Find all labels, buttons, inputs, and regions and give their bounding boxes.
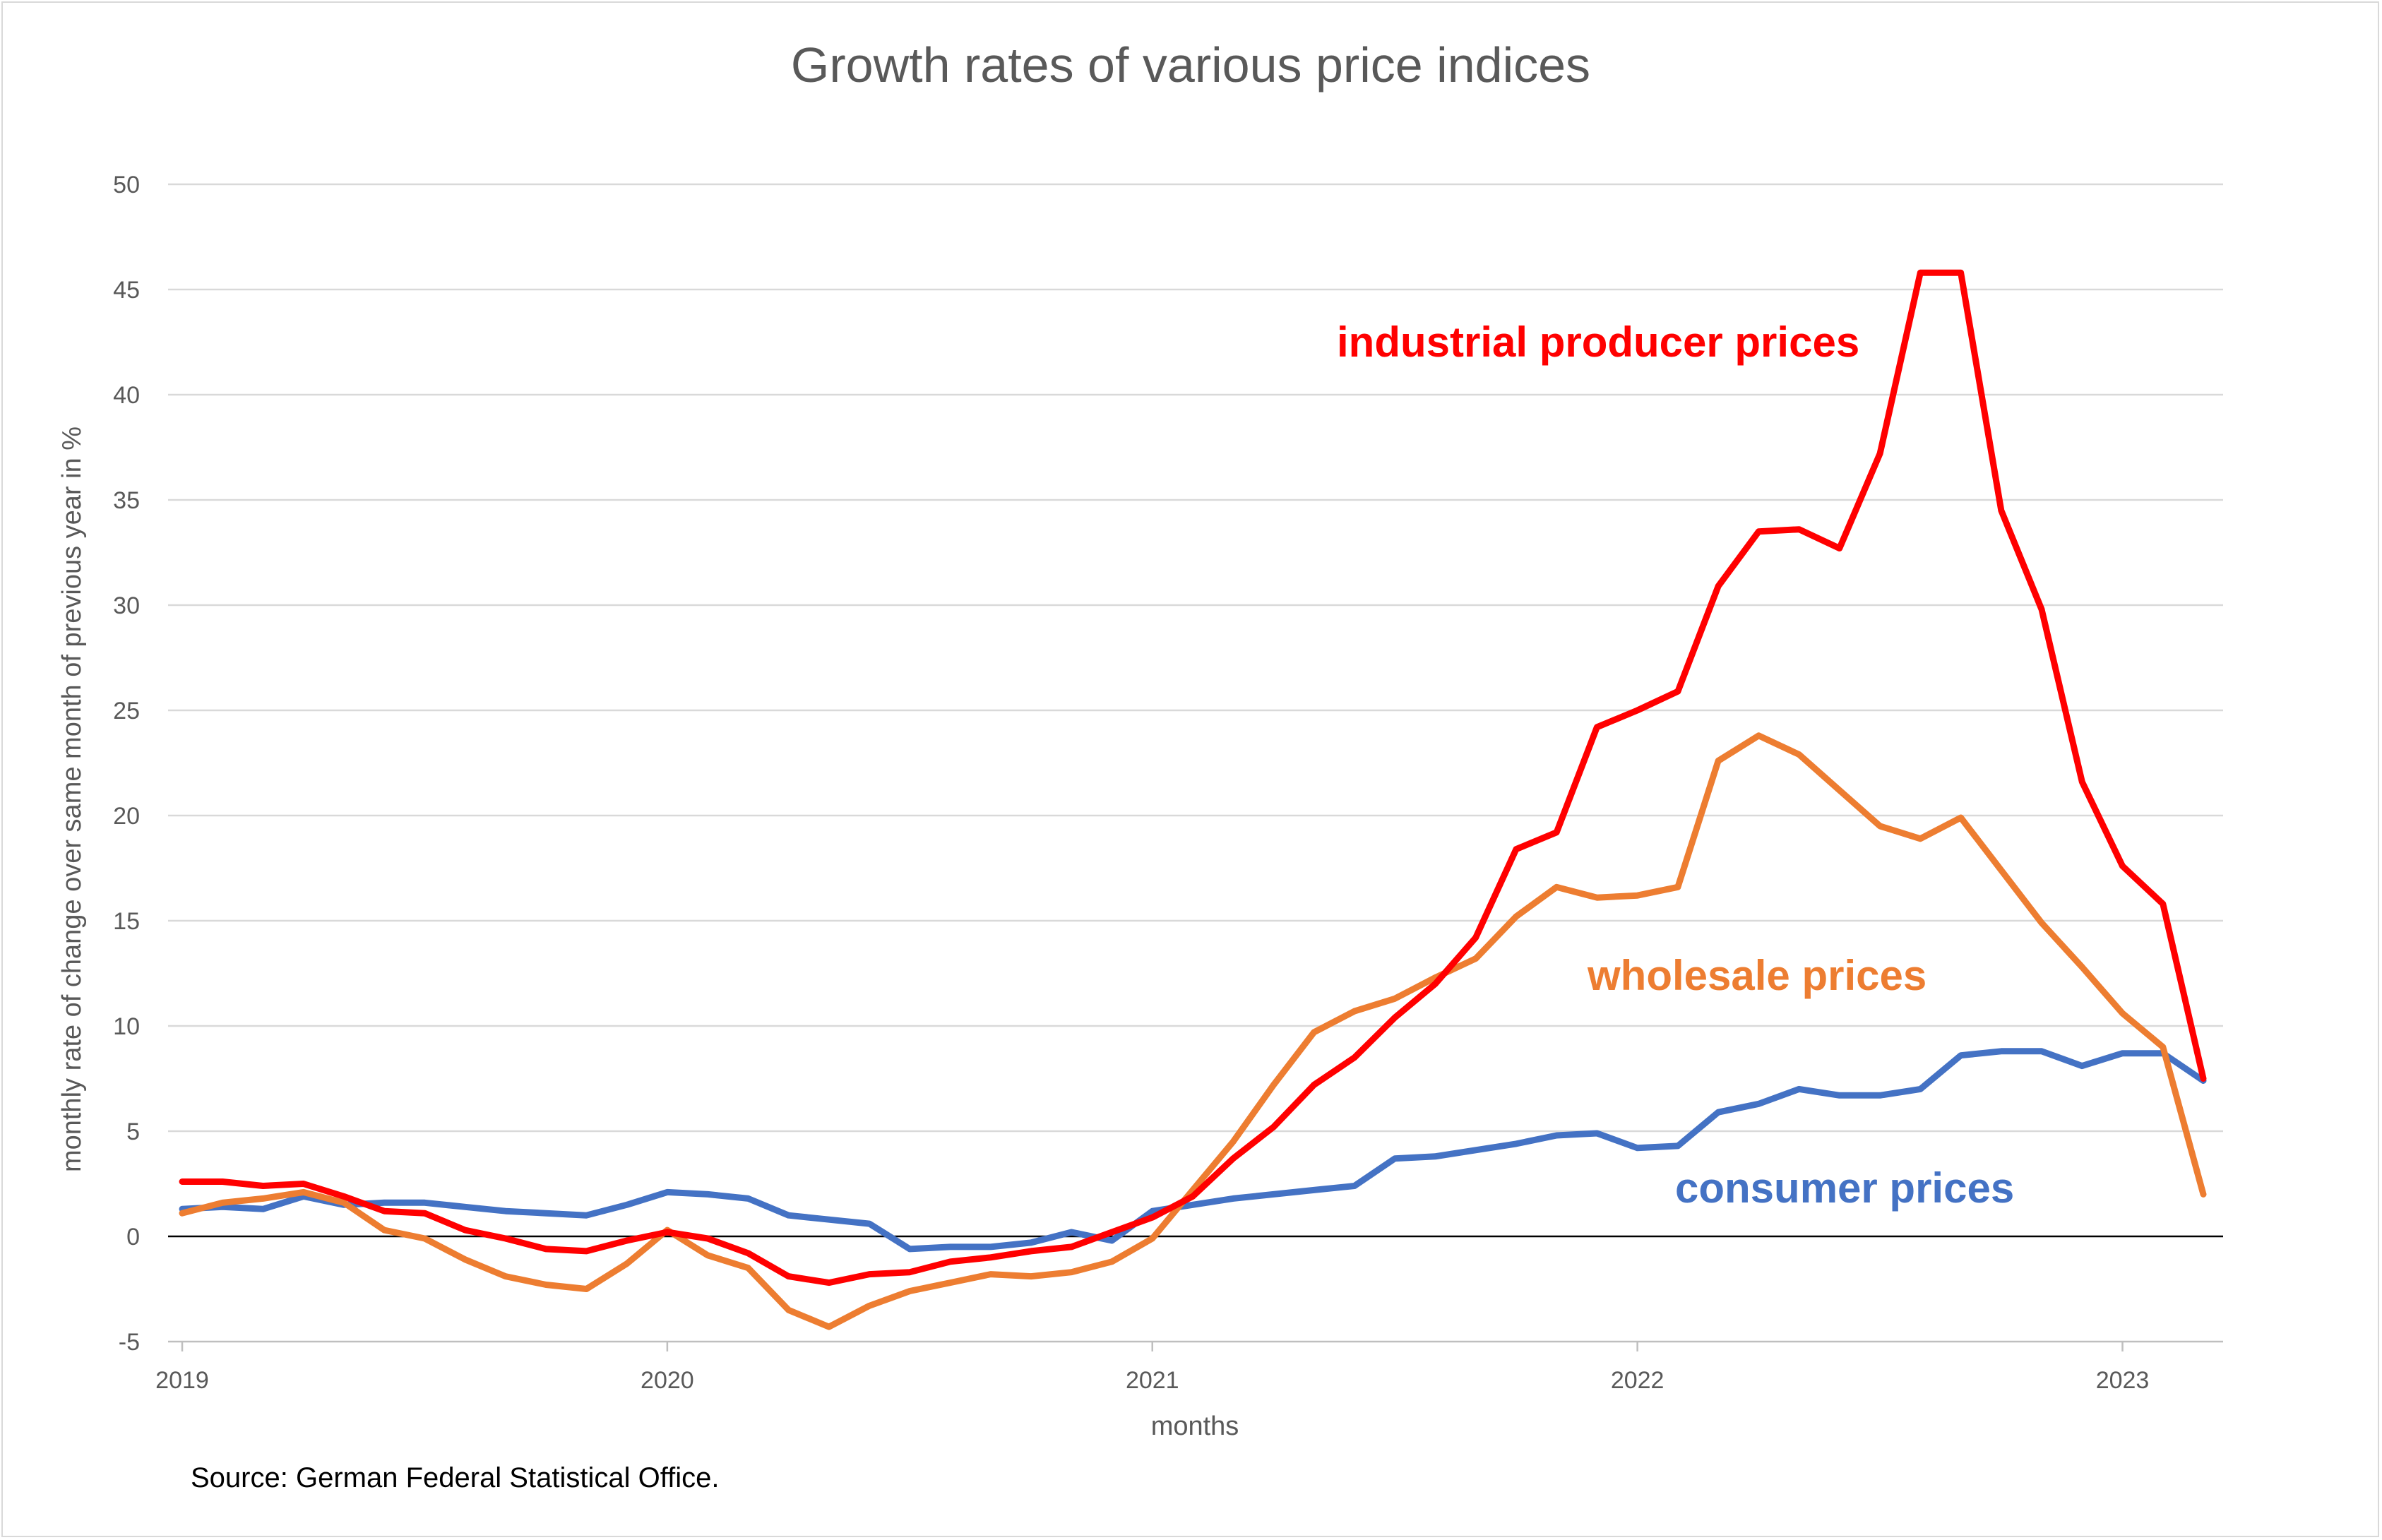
x-axis-ticks: 2019 2020 2021 2022 2023 bbox=[155, 1342, 2149, 1394]
gridlines bbox=[168, 183, 2223, 1133]
x-tick-label-2023: 2023 bbox=[2096, 1367, 2150, 1394]
y-tick-label-5: 5 bbox=[126, 1118, 140, 1145]
series-label-consumer-prices: consumer prices bbox=[1675, 1164, 2014, 1212]
series-label-industrial-producer-prices: industrial producer prices bbox=[1337, 318, 1859, 366]
y-tick-label-10: 10 bbox=[113, 1013, 140, 1040]
series-line-wholesale-prices bbox=[179, 732, 2207, 1330]
y-tick-label-50: 50 bbox=[113, 172, 140, 198]
source-note: Source: German Federal Statistical Offic… bbox=[191, 1462, 719, 1493]
y-tick-label-45: 45 bbox=[113, 277, 140, 304]
y-tick-label-25: 25 bbox=[113, 698, 140, 724]
y-axis-label: monthly rate of change over same month o… bbox=[57, 426, 87, 1172]
y-tick-label-15: 15 bbox=[113, 908, 140, 935]
x-tick-label-2020: 2020 bbox=[641, 1367, 694, 1394]
x-tick-label-2022: 2022 bbox=[1611, 1367, 1665, 1394]
series-line-industrial-producer-prices bbox=[179, 269, 2207, 1287]
x-tick-label-2019: 2019 bbox=[155, 1367, 209, 1394]
x-tick-label-2021: 2021 bbox=[1126, 1367, 1179, 1394]
series-label-wholesale-prices: wholesale prices bbox=[1587, 952, 1927, 999]
x-axis-label: months bbox=[1151, 1411, 1239, 1441]
y-tick-label--5: -5 bbox=[119, 1329, 140, 1356]
y-tick-label-35: 35 bbox=[113, 487, 140, 514]
y-tick-label-40: 40 bbox=[113, 382, 140, 409]
y-tick-label-30: 30 bbox=[113, 592, 140, 619]
y-axis-ticks: -5 0 5 10 15 20 25 30 35 40 45 50 bbox=[113, 172, 140, 1356]
series-line-consumer-prices bbox=[179, 1048, 2207, 1253]
series-lines bbox=[179, 269, 2207, 1330]
chart-title: Growth rates of various price indices bbox=[791, 37, 1590, 92]
y-tick-label-20: 20 bbox=[113, 803, 140, 830]
y-tick-label-0: 0 bbox=[126, 1224, 140, 1250]
